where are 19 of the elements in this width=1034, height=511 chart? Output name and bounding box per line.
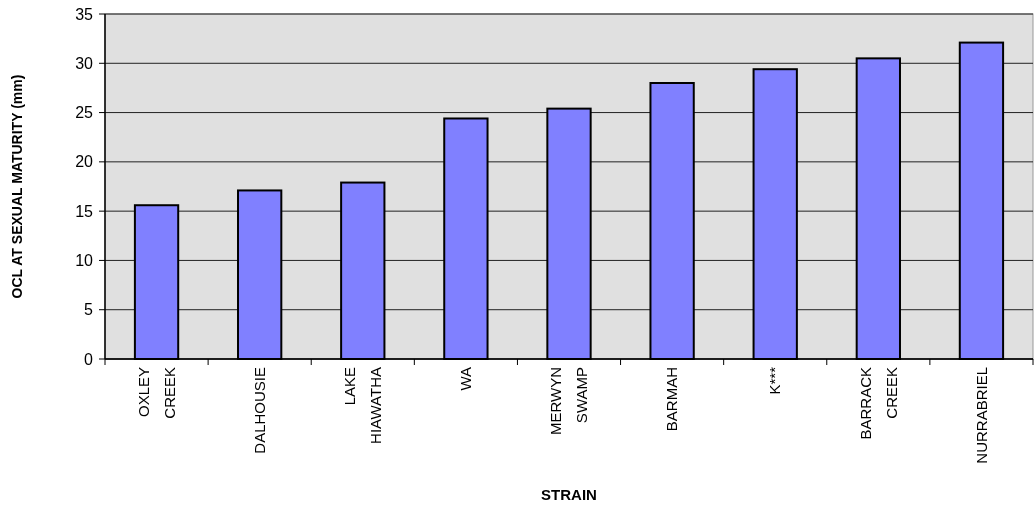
x-tick-label: WA bbox=[457, 367, 475, 391]
y-axis-title: OCL AT SEXUAL MATURITY (mm) bbox=[9, 74, 25, 299]
x-tick-label: LAKE HIAWATHA bbox=[341, 367, 385, 444]
x-tick-label: NURRABRIEL bbox=[972, 367, 990, 464]
x-tick-label: DALHOUSIE bbox=[250, 367, 268, 454]
y-tick-label: 35 bbox=[75, 5, 94, 23]
x-tick-label: BARRACK CREEK bbox=[856, 367, 900, 440]
x-tick-label: BARMAH bbox=[663, 367, 681, 432]
y-tick-label: 25 bbox=[75, 104, 94, 122]
y-tick-label: 0 bbox=[84, 350, 94, 368]
y-tick-label: 5 bbox=[84, 301, 94, 319]
x-axis-title: STRAIN bbox=[541, 486, 597, 503]
y-tick-label: 10 bbox=[75, 252, 94, 270]
x-tick-label: OXLEY CREEK bbox=[134, 367, 178, 419]
x-tick-label: K*** bbox=[766, 366, 784, 395]
y-tick-label: 20 bbox=[75, 153, 94, 171]
y-tick-label: 15 bbox=[75, 202, 94, 220]
x-tick-label: MERWYN SWAMP bbox=[547, 367, 591, 436]
y-tick-label: 30 bbox=[75, 54, 94, 72]
